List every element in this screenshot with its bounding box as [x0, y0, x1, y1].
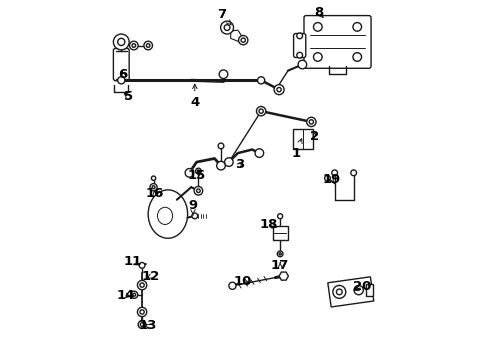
Text: 4: 4 [190, 84, 199, 109]
Text: 19: 19 [322, 173, 341, 186]
Polygon shape [279, 272, 289, 280]
Text: 15: 15 [188, 169, 206, 182]
Circle shape [259, 109, 263, 113]
Circle shape [152, 186, 155, 189]
Circle shape [133, 293, 136, 296]
Circle shape [132, 44, 136, 47]
Text: 17: 17 [271, 259, 289, 272]
Text: 8: 8 [314, 6, 323, 19]
Polygon shape [231, 30, 243, 42]
Circle shape [219, 70, 228, 78]
Circle shape [140, 283, 144, 287]
Circle shape [277, 251, 283, 257]
Text: 3: 3 [235, 158, 244, 171]
Bar [328, 277, 374, 307]
Circle shape [324, 175, 330, 181]
Circle shape [194, 186, 203, 195]
Circle shape [196, 189, 200, 193]
Text: 2: 2 [310, 130, 319, 143]
Text: 16: 16 [146, 187, 164, 200]
Circle shape [297, 33, 302, 39]
Circle shape [129, 41, 138, 50]
FancyBboxPatch shape [304, 15, 371, 68]
Circle shape [353, 23, 362, 31]
Circle shape [220, 21, 234, 34]
Text: 11: 11 [124, 255, 142, 268]
Circle shape [332, 170, 338, 176]
Circle shape [137, 280, 147, 290]
Circle shape [333, 285, 346, 298]
Text: 20: 20 [353, 280, 372, 293]
Text: 13: 13 [138, 319, 157, 332]
Text: 12: 12 [142, 270, 160, 283]
Circle shape [279, 253, 281, 255]
Text: 18: 18 [259, 218, 277, 231]
Text: 1: 1 [292, 139, 302, 159]
Circle shape [140, 310, 144, 314]
Text: 9: 9 [189, 199, 197, 215]
Circle shape [196, 168, 201, 174]
Circle shape [197, 170, 199, 172]
Text: 10: 10 [234, 275, 252, 288]
Text: 14: 14 [117, 289, 135, 302]
Ellipse shape [148, 190, 188, 238]
Circle shape [298, 60, 307, 69]
Circle shape [185, 168, 194, 177]
Bar [293, 129, 313, 149]
Text: 7: 7 [217, 8, 231, 25]
Circle shape [139, 262, 145, 268]
Circle shape [351, 170, 357, 176]
Circle shape [314, 53, 322, 61]
Circle shape [229, 282, 236, 289]
Circle shape [297, 52, 302, 58]
Circle shape [144, 41, 152, 50]
Circle shape [192, 213, 197, 219]
Circle shape [140, 323, 144, 326]
Circle shape [278, 214, 283, 219]
Circle shape [274, 85, 284, 95]
Circle shape [151, 176, 156, 180]
Circle shape [118, 77, 125, 84]
Bar [272, 226, 288, 240]
Circle shape [224, 25, 230, 31]
Circle shape [337, 289, 342, 295]
Text: 5: 5 [124, 90, 133, 103]
Circle shape [277, 87, 281, 92]
Circle shape [224, 158, 233, 166]
Circle shape [241, 38, 245, 42]
Circle shape [113, 34, 129, 50]
Circle shape [239, 36, 248, 45]
Text: 6: 6 [119, 68, 128, 81]
Circle shape [138, 320, 146, 328]
Circle shape [118, 39, 125, 45]
Circle shape [307, 117, 316, 127]
Circle shape [255, 149, 264, 157]
Circle shape [150, 184, 157, 191]
Circle shape [131, 291, 138, 298]
Circle shape [218, 143, 224, 149]
Circle shape [256, 107, 266, 116]
Circle shape [353, 53, 362, 61]
Circle shape [309, 120, 314, 124]
Ellipse shape [157, 207, 172, 225]
Circle shape [314, 23, 322, 31]
Circle shape [147, 44, 150, 47]
Circle shape [258, 77, 265, 84]
FancyBboxPatch shape [113, 48, 129, 81]
Circle shape [217, 161, 225, 170]
Bar [366, 284, 373, 296]
Circle shape [137, 307, 147, 317]
FancyBboxPatch shape [294, 33, 306, 58]
Circle shape [354, 285, 364, 295]
